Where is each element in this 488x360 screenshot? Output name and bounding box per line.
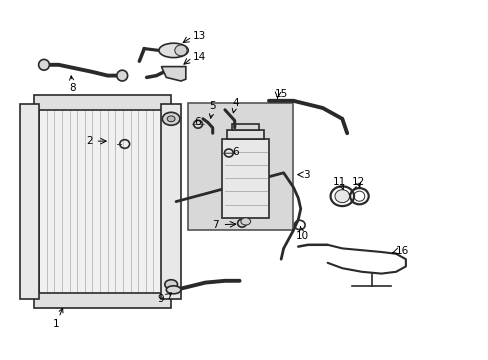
Bar [34,95,171,110]
Circle shape [162,112,180,125]
Ellipse shape [175,45,186,56]
Bar [39,101,168,302]
Text: 12: 12 [351,177,365,187]
Text: 15: 15 [274,89,287,99]
Circle shape [164,280,177,289]
Ellipse shape [117,70,127,81]
Ellipse shape [237,219,246,227]
Bar [222,139,268,218]
Bar [34,293,171,308]
Text: 2: 2 [86,136,93,146]
Text: 13: 13 [193,31,206,41]
Text: 14: 14 [193,52,206,62]
Ellipse shape [166,286,181,294]
Text: 3: 3 [303,170,309,180]
Text: 5: 5 [209,101,216,118]
Text: 4: 4 [232,98,239,113]
Bar [20,104,39,299]
Text: 16: 16 [395,246,408,256]
Circle shape [241,218,250,225]
Text: 9: 9 [157,294,163,304]
Bar [227,130,264,139]
Text: 8: 8 [69,76,76,93]
Text: 11: 11 [332,177,346,190]
Text: 6: 6 [194,117,201,127]
Text: 10: 10 [295,226,308,241]
Text: 1: 1 [53,308,63,329]
Ellipse shape [334,190,349,203]
Ellipse shape [39,59,49,70]
Text: 7: 7 [212,220,219,230]
Bar [232,124,259,130]
Ellipse shape [159,43,188,58]
Polygon shape [161,67,185,81]
Bar [188,103,293,230]
Circle shape [167,116,175,122]
Bar [161,104,181,299]
Text: 6: 6 [232,147,239,157]
